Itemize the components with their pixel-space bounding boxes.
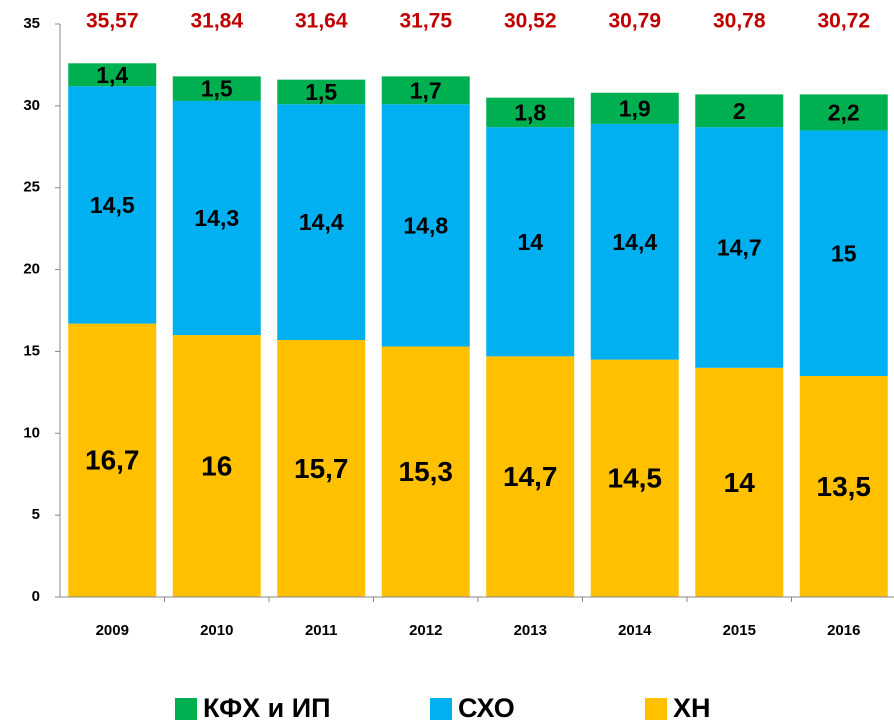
bar-segment [590,359,679,597]
legend-label: КФХ и ИП [203,693,331,722]
x-tick-label: 2010 [200,622,233,639]
y-tick-label: 30 [23,97,40,114]
bar-segment [68,63,157,87]
y-tick-label: 10 [23,424,40,441]
total-label: 31,75 [399,10,452,33]
y-tick-label: 5 [32,506,40,523]
y-tick-label: 25 [23,179,40,196]
bar-segment [486,356,575,597]
bar-segment [799,94,888,131]
x-tick-label: 2013 [514,622,547,639]
data-label: 2 [733,98,746,124]
bar-segment [277,104,366,340]
bar-segment [172,100,261,336]
bar-segment [68,86,157,324]
legend-label: СХО [458,693,515,722]
data-label: 14 [724,467,756,498]
legend-swatch [645,698,667,720]
data-label: 14,5 [608,463,663,494]
bar-segment [695,367,784,597]
data-label: 14,7 [503,461,558,492]
legend-label: ХН [673,693,711,722]
data-label: 14 [517,229,543,255]
data-label: 16,7 [85,445,140,476]
total-label: 35,57 [86,10,139,33]
total-label: 30,52 [504,10,557,33]
total-label: 30,72 [817,10,870,33]
bar-segment [381,76,470,105]
x-tick-label: 2012 [409,622,442,639]
data-label: 2,2 [828,99,860,125]
data-label: 13,5 [817,471,872,502]
x-tick-label: 2015 [723,622,756,639]
bar-segment [381,104,470,347]
legend-swatch [430,698,452,720]
bar-segment [172,76,261,101]
total-label: 30,79 [608,10,661,33]
bar-segment [172,335,261,597]
data-label: 1,5 [201,76,233,102]
bar-segment [486,127,575,357]
data-label: 15,3 [399,456,454,487]
bar-segment [68,323,157,597]
y-tick-label: 20 [23,261,40,278]
data-label: 14,5 [90,192,135,218]
data-label: 14,3 [194,205,239,231]
bar-segment [590,123,679,360]
data-label: 1,5 [305,79,337,105]
y-tick-label: 35 [23,15,40,32]
x-tick-label: 2011 [305,622,338,639]
data-label: 1,7 [410,77,442,103]
legend-swatch [175,698,197,720]
data-label: 15 [831,240,857,266]
total-label: 31,64 [295,10,348,33]
data-label: 14,8 [403,212,448,238]
bar-segment [486,97,575,128]
data-label: 1,4 [96,62,128,88]
y-tick-label: 15 [23,342,40,359]
data-label: 14,7 [717,235,762,261]
bar-segment [799,130,888,376]
data-label: 15,7 [294,453,349,484]
bar-segment [277,339,366,597]
bar-segment [590,92,679,124]
bar-segment [277,79,366,105]
data-label: 14,4 [299,209,344,235]
bar-segment [695,94,784,128]
x-tick-label: 2014 [618,622,652,639]
data-label: 1,8 [514,99,546,125]
y-tick-label: 0 [32,588,40,605]
bar-segment [799,375,888,597]
data-label: 1,9 [619,95,651,121]
x-tick-label: 2016 [827,622,860,639]
x-tick-label: 2009 [96,622,129,639]
bar-segment [381,346,470,597]
total-label: 31,84 [190,10,243,33]
data-label: 16 [201,450,232,481]
bar-segment [695,127,784,368]
data-label: 14,4 [612,229,657,255]
total-label: 30,78 [713,10,766,33]
